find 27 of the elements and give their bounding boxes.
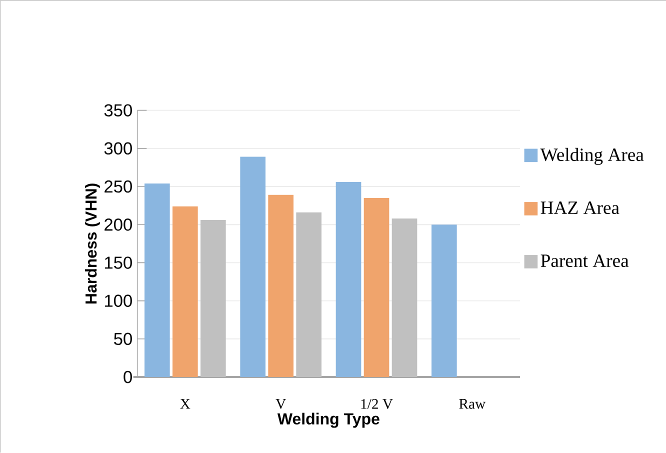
y-tick-label: 200 (104, 218, 132, 231)
bar (432, 224, 457, 377)
legend-label: Welding Area (540, 148, 644, 165)
bar (200, 220, 226, 377)
y-tick-label: 0 (124, 370, 132, 384)
bar (364, 198, 390, 377)
x-tick-label: X (180, 399, 190, 409)
legend-label: Parent Area (540, 254, 629, 268)
x-tick-label: V (276, 399, 286, 409)
bar (240, 156, 266, 377)
y-axis-title: Hardness (VHN) (84, 184, 100, 304)
x-tick-label: Raw (459, 399, 486, 409)
x-axis-title: Welding Type (277, 412, 380, 428)
y-tick-label: 50 (114, 332, 132, 346)
bar (172, 206, 198, 377)
y-tick-label: 100 (105, 294, 132, 307)
x-tick-label: 1/2 V (361, 399, 393, 409)
y-tick-label: 150 (105, 256, 132, 269)
y-tick-label: 350 (104, 104, 132, 116)
bar (144, 183, 170, 377)
bar (268, 194, 294, 377)
legend-label: HAZ Area (540, 202, 620, 214)
y-tick-label: 250 (104, 180, 132, 193)
bar (336, 182, 362, 377)
bar (392, 218, 418, 377)
y-tick-label: 300 (104, 142, 132, 155)
bar (296, 212, 322, 377)
